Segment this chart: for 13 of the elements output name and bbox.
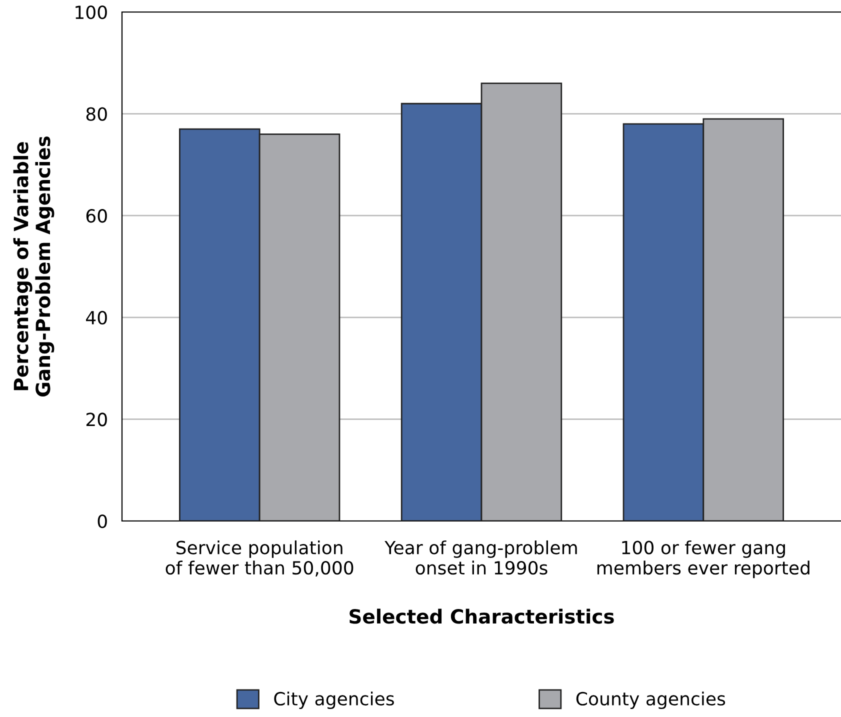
- x-axis-title: Selected Characteristics: [350, 608, 614, 624]
- y-tick-label: 20: [86, 412, 107, 426]
- x-tick-label: Service population of fewer than 50,000: [166, 540, 354, 576]
- x-tick-label: 100 or fewer gang members ever reported: [597, 540, 810, 578]
- legend-label: City agencies: [274, 692, 394, 710]
- y-tick-label: 0: [98, 514, 107, 528]
- x-tick-label: Year of gang-problem onset in 1990s: [384, 540, 577, 575]
- legend-label: County agencies: [576, 692, 726, 710]
- y-tick-label: 60: [86, 209, 107, 223]
- y-tick-label: 100: [76, 5, 107, 20]
- y-tick-label: 80: [86, 107, 107, 121]
- y-axis-title: Percentage of Variable Gang-Problem Agencies: [13, 136, 54, 396]
- y-tick-label: 40: [86, 310, 107, 325]
